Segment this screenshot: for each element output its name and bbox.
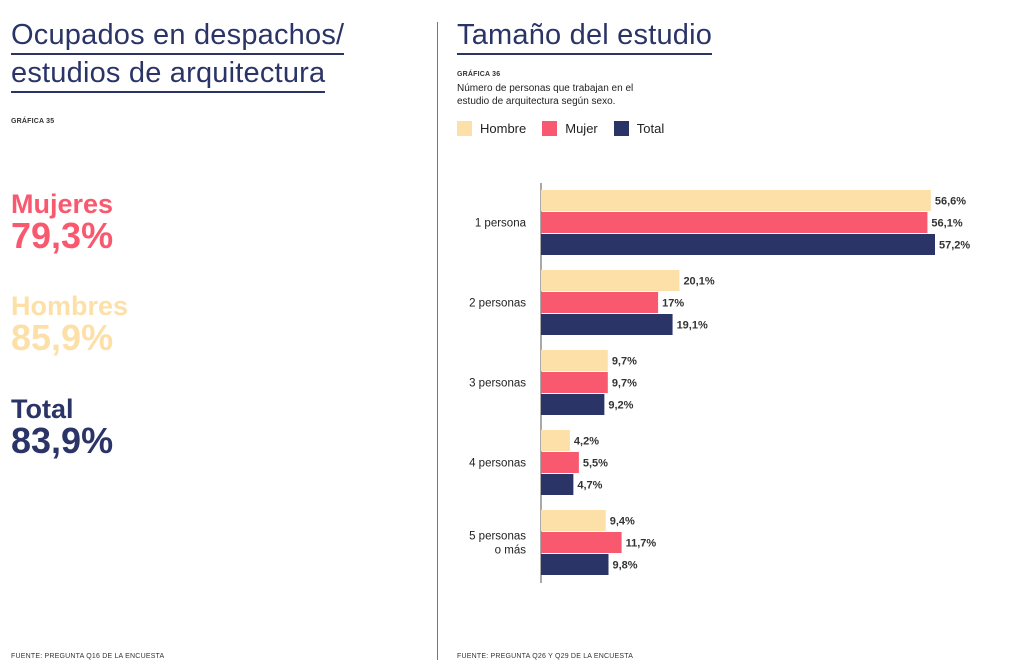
value-label-total-3: 9,2% — [608, 400, 633, 412]
bar-mujer-4 — [541, 452, 579, 473]
value-label-mujer-5: 11,7% — [626, 538, 657, 550]
bar-total-2 — [541, 314, 673, 335]
bar-mujer-1 — [541, 212, 928, 233]
value-label-mujer-3: 9,7% — [612, 378, 637, 390]
value-label-mujer-1: 56,1% — [931, 218, 962, 230]
category-label-1: 1 persona — [475, 218, 527, 230]
bar-hombre-4 — [541, 430, 570, 451]
bar-hombre-2 — [541, 270, 680, 291]
bar-total-5 — [541, 554, 609, 575]
bar-mujer-5 — [541, 532, 622, 553]
bar-total-1 — [541, 234, 935, 255]
value-label-total-4: 4,7% — [577, 480, 602, 492]
value-label-hombre-2: 20,1% — [683, 276, 714, 288]
left-title: Ocupados en despachos/ estudios de arqui… — [11, 17, 345, 93]
grafica-36-label: GRÁFICA 36 — [457, 71, 501, 78]
legend-label-hombre: Hombre — [480, 121, 527, 136]
value-label-hombre-1: 56,6% — [935, 196, 966, 208]
value-label-hombre-5: 9,4% — [610, 516, 635, 528]
legend-swatch-total — [613, 121, 629, 136]
stat-hombres-label: Hombres — [11, 291, 129, 321]
legend-label-total: Total — [636, 121, 665, 136]
value-label-total-1: 57,2% — [939, 240, 970, 252]
stat-total-value: 83,9% — [11, 420, 114, 461]
value-label-total-2: 19,1% — [677, 320, 708, 332]
panel-divider — [437, 22, 438, 660]
value-label-mujer-2: 17% — [662, 298, 684, 310]
stat-hombres-value: 85,9% — [11, 317, 114, 358]
category-label-2: 2 personas — [469, 298, 526, 310]
legend-item-hombre: Hombre — [457, 121, 526, 136]
bar-hombre-1 — [541, 190, 931, 211]
chart-legend: Hombre Mujer Total — [457, 121, 680, 136]
chart-subtitle-line1: Número de personas que trabajan en el — [457, 83, 634, 94]
bar-hombre-5 — [541, 510, 606, 531]
category-label-3: 3 personas — [469, 378, 526, 390]
value-label-mujer-4: 5,5% — [583, 458, 608, 470]
value-label-hombre-3: 9,7% — [612, 356, 637, 368]
legend-item-mujer: Mujer — [542, 121, 598, 136]
bar-hombre-3 — [541, 350, 608, 371]
bar-chart: 56,6% 56,1% 57,2% 1 persona 20,1% 17% 19,1% 2 p… — [469, 183, 970, 583]
category-label-4: 4 personas — [469, 458, 526, 470]
right-source: FUENTE: PREGUNTA Q26 Y Q29 DE LA ENCUEST… — [457, 653, 634, 660]
grafica-35-label: GRÁFICA 35 — [11, 118, 55, 125]
stat-total-label: Total — [11, 394, 74, 424]
legend-swatch-mujer — [542, 121, 558, 136]
right-title-text: Tamaño del estudio — [457, 17, 713, 55]
stat-mujeres-value: 79,3% — [11, 215, 114, 256]
legend-swatch-hombre — [457, 121, 472, 136]
left-source: FUENTE: PREGUNTA Q16 DE LA ENCUESTA — [11, 653, 165, 660]
chart-subtitle: Número de personas que trabajan en el es… — [457, 82, 687, 108]
category-label-5: 5 personas o más — [469, 531, 526, 557]
legend-item-total: Total — [613, 121, 665, 136]
chart-subtitle-line2: estudio de arquitectura según sexo. — [457, 96, 616, 107]
stat-mujeres-label: Mujeres — [11, 189, 114, 219]
right-title: Tamaño del estudio — [457, 17, 713, 55]
bar-mujer-3 — [541, 372, 608, 393]
bar-total-4 — [541, 474, 574, 495]
legend-label-mujer: Mujer — [565, 121, 598, 136]
bar-mujer-2 — [541, 292, 659, 313]
value-label-total-5: 9,8% — [613, 560, 638, 572]
left-title-line1: Ocupados en despachos/ — [11, 17, 345, 55]
bar-total-3 — [541, 394, 605, 415]
value-label-hombre-4: 4,2% — [574, 436, 599, 448]
left-title-line2: estudios de arquitectura — [11, 55, 326, 93]
